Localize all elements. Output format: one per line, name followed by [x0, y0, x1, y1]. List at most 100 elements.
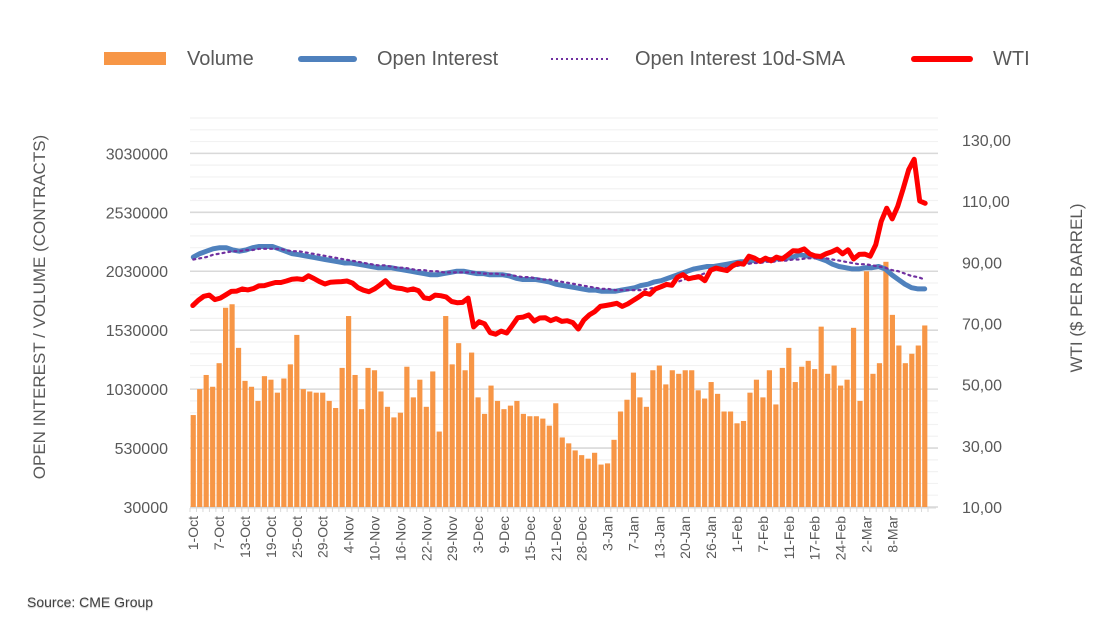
- volume-bar: [812, 369, 818, 507]
- volume-bar: [255, 400, 261, 507]
- volume-bar: [339, 367, 345, 507]
- volume-bar: [216, 363, 222, 507]
- volume-bar: [630, 372, 637, 507]
- y-left-tick-label: 1030000: [106, 382, 168, 399]
- y-right-tick-label: 70,00: [962, 317, 1002, 334]
- volume-bar: [611, 439, 617, 507]
- x-axis-ticks: [189, 507, 936, 512]
- volume-bar: [838, 385, 844, 507]
- y-right-tick-label: 10,00: [962, 500, 1002, 517]
- volume-bar: [695, 390, 701, 507]
- volume-bar: [863, 271, 870, 507]
- volume-bars: [190, 261, 928, 507]
- volume-bar: [248, 386, 255, 507]
- volume-bar: [708, 382, 714, 507]
- volume-bar: [799, 366, 805, 507]
- volume-bar: [203, 374, 209, 507]
- volume-bar: [346, 316, 352, 507]
- volume-bar: [443, 316, 449, 507]
- x-tick-label: 29-Oct: [315, 516, 331, 558]
- volume-bar: [922, 325, 928, 507]
- open-interest-line: [190, 244, 928, 294]
- volume-bar: [520, 413, 526, 507]
- volume-bar: [624, 399, 630, 507]
- volume-bar: [734, 423, 740, 507]
- volume-bar: [462, 370, 468, 507]
- volume-bar: [598, 464, 604, 507]
- volume-bar: [352, 374, 358, 507]
- volume-bar: [436, 431, 442, 507]
- volume-bar: [702, 398, 708, 507]
- x-tick-label: 17-Feb: [807, 516, 823, 561]
- volume-bar: [747, 392, 753, 507]
- x-tick-label: 22-Nov: [418, 516, 434, 561]
- y-axis-left-ticks: 30000 530000 1030000 1530000 2030000 2530000 3…: [106, 146, 168, 517]
- volume-bar: [727, 411, 734, 507]
- x-tick-label: 16-Nov: [392, 516, 408, 561]
- x-tick-label: 19-Oct: [263, 516, 279, 558]
- volume-bar: [773, 404, 779, 507]
- volume-bar: [365, 367, 371, 507]
- y-left-tick-label: 30000: [124, 500, 169, 517]
- legend-volume-label: Volume: [187, 48, 254, 70]
- volume-bar: [423, 406, 429, 507]
- x-tick-label: 4-Nov: [341, 516, 357, 553]
- volume-bar: [682, 370, 688, 507]
- legend-volume: Volume: [104, 48, 254, 70]
- volume-bar: [604, 463, 611, 507]
- volume-bar: [281, 378, 287, 507]
- volume-bar: [326, 400, 332, 507]
- x-tick-label: 7-Feb: [755, 516, 771, 553]
- y-left-tick-label: 530000: [115, 441, 168, 458]
- volume-bar: [313, 392, 319, 507]
- volume-bar: [533, 416, 539, 507]
- volume-bar: [656, 365, 662, 507]
- volume-bar: [514, 400, 520, 507]
- volume-bar: [527, 416, 533, 507]
- y-right-tick-label: 30,00: [962, 439, 1002, 456]
- legend-wti: WTI: [911, 48, 1030, 70]
- volume-bar: [430, 371, 436, 507]
- x-tick-label: 11-Feb: [781, 516, 797, 560]
- x-tick-label: 9-Dec: [496, 516, 512, 553]
- volume-bar: [300, 389, 306, 507]
- series-lines: [190, 156, 928, 337]
- volume-bar: [643, 406, 649, 507]
- volume-bar: [825, 373, 831, 507]
- legend-wti-label: WTI: [993, 48, 1030, 70]
- x-tick-label: 3-Dec: [470, 516, 486, 553]
- volume-bar: [475, 397, 481, 507]
- volume-bar: [637, 397, 643, 507]
- volume-bar: [469, 352, 475, 507]
- x-tick-label: 20-Jan: [677, 516, 693, 559]
- volume-bar: [190, 415, 196, 507]
- volume-bar: [592, 452, 598, 507]
- volume-bar: [417, 379, 423, 507]
- volume-bar: [481, 413, 488, 507]
- volume-bar: [831, 365, 837, 507]
- x-tick-label: 3-Jan: [600, 516, 616, 551]
- y-axis-right-ticks: 10,00 30,00 50,00 70,00 90,00 110,00 130,00: [962, 133, 1011, 517]
- volume-bar: [896, 345, 902, 507]
- volume-bar: [792, 382, 798, 507]
- legend-sma: Open Interest 10d-SMA: [551, 48, 846, 70]
- volume-bar: [358, 409, 365, 507]
- x-axis-labels: 1-Oct 7-Oct 13-Oct 19-Oct 25-Oct 29-Oct 4-Nov 1…: [185, 516, 900, 561]
- legend-open-interest-label: Open Interest: [377, 48, 499, 70]
- x-tick-label: 2-Mar: [859, 516, 875, 553]
- volume-bar: [566, 443, 572, 507]
- volume-bar: [721, 411, 727, 507]
- volume-bar: [585, 458, 591, 507]
- x-tick-label: 1-Oct: [185, 516, 201, 550]
- volume-bar: [540, 418, 546, 507]
- volume-bar: [384, 406, 391, 507]
- volume-bar: [507, 405, 514, 507]
- source-note: Source: CME Group: [27, 594, 154, 610]
- volume-bar: [261, 376, 268, 507]
- volume-bar: [650, 370, 656, 507]
- volume-bar: [268, 379, 274, 507]
- volume-bar: [669, 370, 675, 507]
- volume-bar: [410, 397, 416, 507]
- y-right-tick-label: 110,00: [962, 194, 1010, 211]
- x-tick-label: 29-Nov: [444, 516, 460, 561]
